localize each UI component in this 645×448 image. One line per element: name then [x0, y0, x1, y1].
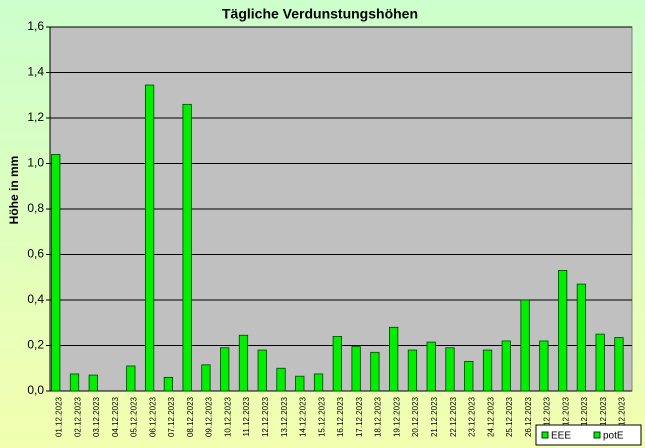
x-tick-label: 01.12.2023: [54, 396, 63, 437]
bar: [126, 365, 136, 392]
x-tick-label: 05.12.2023: [130, 396, 139, 437]
y-tick-label: 0,4: [27, 292, 44, 306]
bar: [482, 349, 493, 392]
bar: [313, 373, 324, 392]
x-tick-label: 19.12.2023: [392, 396, 401, 437]
legend-box: [535, 424, 642, 446]
bar: [295, 375, 305, 392]
y-tick-label: 1,6: [27, 19, 44, 33]
x-tick-label: 22.12.2023: [449, 396, 458, 437]
x-tick-label: 17.12.2023: [355, 396, 364, 437]
y-tick-label: 0,2: [27, 338, 44, 352]
x-tick-label: 07.12.2023: [167, 396, 176, 437]
x-tick-label: 02.12.2023: [73, 396, 82, 437]
chart-title: Tägliche Verdunstungshöhen: [222, 6, 418, 22]
x-tick-label: 03.12.2023: [92, 396, 101, 437]
x-tick-label: 20.12.2023: [411, 396, 420, 437]
x-tick-label: 30.12.2023: [599, 396, 608, 437]
y-tick-label: 0,6: [27, 247, 44, 261]
y-tick-label: 1,2: [27, 110, 44, 124]
bar: [144, 84, 155, 392]
y-tick-label: 0,8: [27, 201, 44, 215]
y-tick-label: 1,4: [27, 65, 44, 79]
bar: [389, 326, 399, 392]
bar: [558, 270, 568, 392]
bar: [332, 335, 342, 392]
bar: [238, 334, 249, 392]
y-axis-title: Höhe in mm: [7, 156, 21, 225]
x-tick-label: 08.12.2023: [186, 396, 195, 437]
x-tick-label: 29.12.2023: [580, 396, 589, 437]
bar: [407, 349, 418, 392]
x-tick-label: 04.12.2023: [111, 396, 120, 437]
legend-label: potE: [603, 431, 624, 442]
bar: [501, 340, 511, 392]
bar: [370, 351, 380, 392]
bar: [257, 349, 267, 392]
x-tick-label: 11.12.2023: [242, 396, 251, 436]
x-tick-label: 26.12.2023: [524, 396, 533, 437]
bar: [595, 333, 605, 392]
bar: [520, 299, 530, 392]
x-tick-label: 15.12.2023: [317, 396, 326, 437]
x-tick-label: 24.12.2023: [486, 396, 495, 437]
x-tick-label: 27.12.2023: [543, 396, 552, 437]
x-tick-label: 09.12.2023: [205, 396, 214, 437]
bar: [51, 153, 61, 392]
bar: [464, 361, 474, 392]
x-tick-label: 13.12.2023: [280, 396, 289, 437]
bar: [220, 347, 230, 392]
bar: [201, 364, 211, 392]
x-tick-label: 16.12.2023: [336, 396, 345, 437]
x-tick-label: 12.12.2023: [261, 396, 270, 437]
x-tick-label: 31.12.2023: [618, 396, 627, 437]
legend-swatch: [593, 431, 601, 439]
x-tick-label: 23.12.2023: [468, 396, 477, 437]
bar: [576, 283, 587, 392]
y-tick-label: 0,0: [27, 383, 44, 397]
bar: [182, 103, 192, 392]
legend-label: EEE: [551, 431, 571, 442]
bar: [426, 341, 436, 392]
bar: [445, 347, 455, 392]
bar: [614, 337, 624, 392]
x-tick-label: 25.12.2023: [505, 396, 514, 437]
bar: [163, 376, 173, 392]
x-tick-label: 10.12.2023: [223, 396, 232, 437]
legend-swatch: [541, 431, 549, 439]
x-tick-label: 21.12.2023: [430, 396, 439, 437]
bar: [276, 367, 286, 392]
bar: [69, 373, 80, 392]
bar: [351, 346, 361, 392]
x-tick-label: 18.12.2023: [374, 396, 383, 437]
y-tick-label: 1,0: [27, 156, 44, 170]
x-tick-label: 14.12.2023: [299, 396, 308, 437]
x-tick-label: 28.12.2023: [561, 396, 570, 437]
bar: [539, 340, 549, 392]
bar: [88, 374, 98, 392]
x-tick-label: 06.12.2023: [148, 396, 157, 437]
